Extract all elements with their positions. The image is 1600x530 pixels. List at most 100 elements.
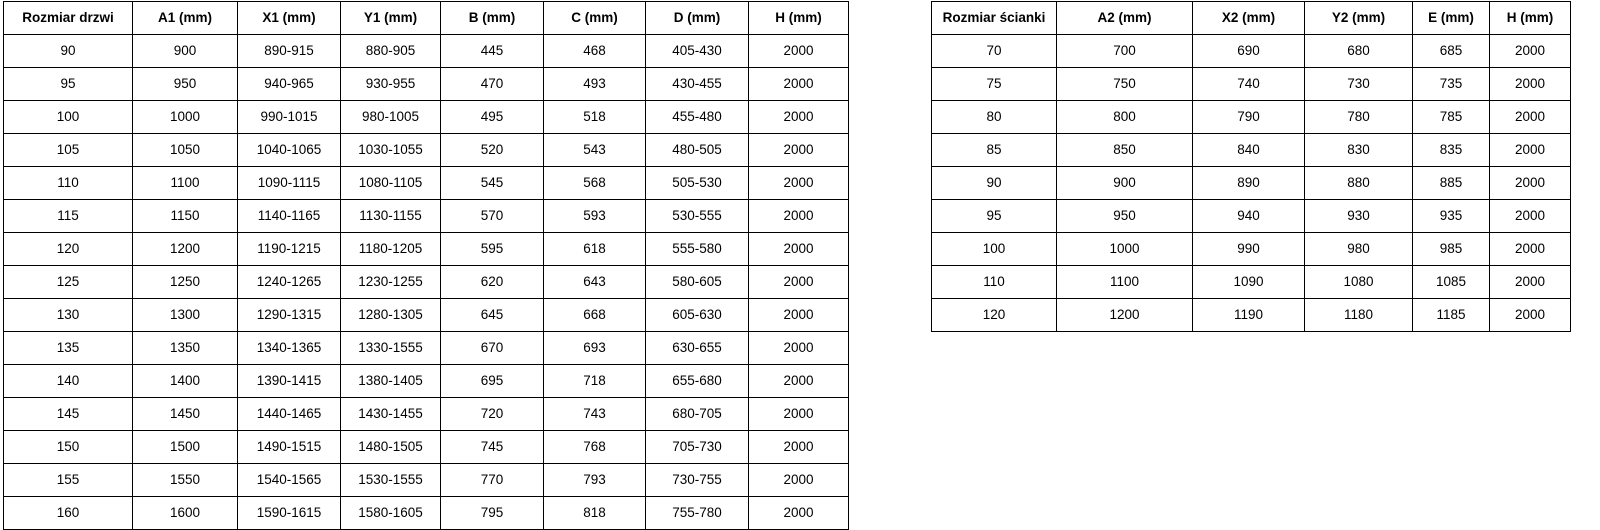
table-row: 140 1400 1390-1415 1380-1405 695 718 655-680 20…	[3, 364, 849, 398]
table-cell: 110	[931, 265, 1057, 299]
table-cell: 1530-1555	[340, 463, 441, 497]
table-cell: 95	[3, 67, 133, 101]
table-cell: 850	[1056, 133, 1193, 167]
table-cell: 720	[440, 397, 544, 431]
table-cell: 1000	[1056, 232, 1193, 266]
table-cell: 495	[440, 100, 544, 134]
door-column-header-0: Rozmiar drzwi	[3, 1, 133, 35]
table-cell: 618	[543, 232, 646, 266]
table-cell: 493	[543, 67, 646, 101]
table-cell: 2000	[748, 265, 849, 299]
table-cell: 90	[3, 34, 133, 68]
table-cell: 1380-1405	[340, 364, 441, 398]
table-cell: 2000	[1489, 67, 1571, 101]
door-size-table: Rozmiar drzwi A1 (mm) X1 (mm) Y1 (mm) B (mm)…	[3, 1, 849, 530]
spec-sheet: Rozmiar drzwi A1 (mm) X1 (mm) Y1 (mm) B (mm)…	[3, 1, 1571, 530]
table-cell: 1200	[132, 232, 238, 266]
table-cell: 1040-1065	[237, 133, 341, 167]
table-cell: 890-915	[237, 34, 341, 68]
table-cell: 685	[1412, 34, 1490, 68]
table-row: 95 950 940-965 930-955 470 493 430-455 2000	[3, 67, 849, 101]
table-row: 120 1200 1190-1215 1180-1205 595 618 555-580 20…	[3, 232, 849, 266]
table-cell: 1085	[1412, 265, 1490, 299]
table-cell: 740	[1192, 67, 1305, 101]
table-cell: 160	[3, 496, 133, 530]
table-row: 100 1000 990 980 985 2000	[931, 232, 1571, 266]
table-cell: 95	[931, 199, 1057, 233]
table-row: 155 1550 1540-1565 1530-1555 770 793 730-755 20…	[3, 463, 849, 497]
table-cell: 620	[440, 265, 544, 299]
table-cell: 2000	[1489, 265, 1571, 299]
table-cell: 130	[3, 298, 133, 332]
table-cell: 768	[543, 430, 646, 464]
table-cell: 2000	[1489, 232, 1571, 266]
table-cell: 735	[1412, 67, 1490, 101]
table-cell: 545	[440, 166, 544, 200]
table-cell: 718	[543, 364, 646, 398]
table-cell: 835	[1412, 133, 1490, 167]
table-cell: 695	[440, 364, 544, 398]
table-row: 105 1050 1040-1065 1030-1055 520 543 480-505 20…	[3, 133, 849, 167]
table-cell: 2000	[748, 463, 849, 497]
table-cell: 785	[1412, 100, 1490, 134]
table-cell: 670	[440, 331, 544, 365]
table-cell: 1440-1465	[237, 397, 341, 431]
wall-column-header-4: E (mm)	[1412, 1, 1490, 35]
door-column-header-4: B (mm)	[440, 1, 544, 35]
table-cell: 1150	[132, 199, 238, 233]
table-cell: 890	[1192, 166, 1305, 200]
table-cell: 1100	[132, 166, 238, 200]
table-cell: 990	[1192, 232, 1305, 266]
table-cell: 1330-1555	[340, 331, 441, 365]
table-cell: 2000	[748, 232, 849, 266]
table-cell: 655-680	[645, 364, 749, 398]
table-cell: 1390-1415	[237, 364, 341, 398]
table-cell: 1550	[132, 463, 238, 497]
table-cell: 755-780	[645, 496, 749, 530]
table-cell: 643	[543, 265, 646, 299]
table-cell: 1190	[1192, 298, 1305, 332]
table-cell: 800	[1056, 100, 1193, 134]
table-cell: 90	[931, 166, 1057, 200]
table-cell: 1300	[132, 298, 238, 332]
table-cell: 595	[440, 232, 544, 266]
table-cell: 2000	[1489, 100, 1571, 134]
table-cell: 110	[3, 166, 133, 200]
table-cell: 730-755	[645, 463, 749, 497]
table-cell: 770	[440, 463, 544, 497]
door-column-header-7: H (mm)	[748, 1, 849, 35]
table-cell: 2000	[748, 430, 849, 464]
wall-column-header-1: A2 (mm)	[1056, 1, 1193, 35]
table-cell: 105	[3, 133, 133, 167]
table-cell: 750	[1056, 67, 1193, 101]
table-cell: 530-555	[645, 199, 749, 233]
wall-table-body: 70 700 690 680 685 2000 75 750 740 730 735 2000 80 80…	[931, 34, 1571, 332]
table-row: 90 900 890 880 885 2000	[931, 166, 1571, 200]
table-row: 85 850 840 830 835 2000	[931, 133, 1571, 167]
wall-column-header-3: Y2 (mm)	[1304, 1, 1413, 35]
wall-column-header-2: X2 (mm)	[1192, 1, 1305, 35]
table-row: 75 750 740 730 735 2000	[931, 67, 1571, 101]
table-cell: 480-505	[645, 133, 749, 167]
table-cell: 705-730	[645, 430, 749, 464]
table-cell: 1340-1365	[237, 331, 341, 365]
table-cell: 1450	[132, 397, 238, 431]
table-row: 115 1150 1140-1165 1130-1155 570 593 530-555 20…	[3, 199, 849, 233]
table-cell: 1280-1305	[340, 298, 441, 332]
table-cell: 780	[1304, 100, 1413, 134]
table-cell: 2000	[748, 364, 849, 398]
table-cell: 70	[931, 34, 1057, 68]
table-cell: 1580-1605	[340, 496, 441, 530]
table-cell: 645	[440, 298, 544, 332]
table-cell: 1290-1315	[237, 298, 341, 332]
table-cell: 470	[440, 67, 544, 101]
table-row: 150 1500 1490-1515 1480-1505 745 768 705-730 20…	[3, 430, 849, 464]
table-cell: 2000	[1489, 34, 1571, 68]
table-cell: 795	[440, 496, 544, 530]
table-row: 95 950 940 930 935 2000	[931, 199, 1571, 233]
table-header-row: Rozmiar ścianki A2 (mm) X2 (mm) Y2 (mm) E (m…	[931, 1, 1571, 35]
wall-column-header-0: Rozmiar ścianki	[931, 1, 1057, 35]
table-row: 145 1450 1440-1465 1430-1455 720 743 680-705 20…	[3, 397, 849, 431]
table-cell: 1080-1105	[340, 166, 441, 200]
table-cell: 1080	[1304, 265, 1413, 299]
